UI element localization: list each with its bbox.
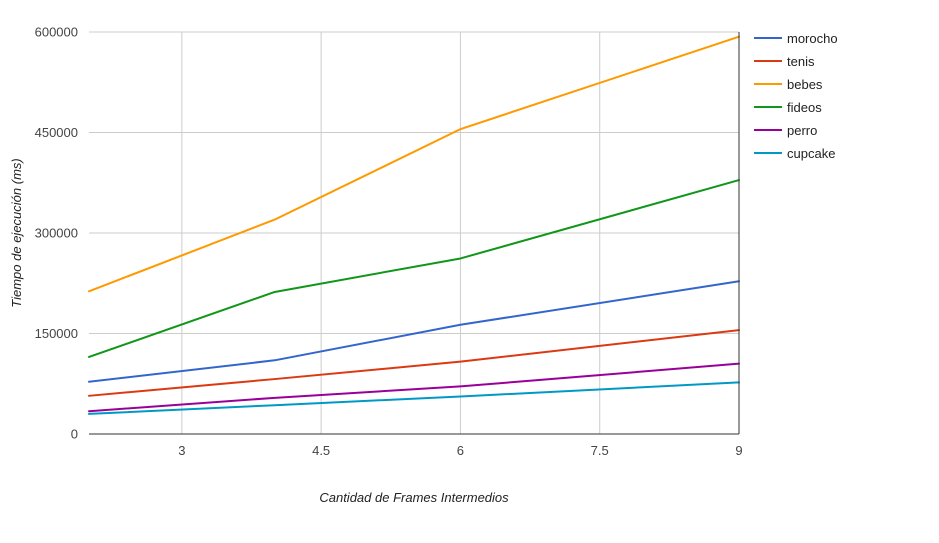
legend-label: morocho [787, 31, 838, 46]
legend-label: perro [787, 123, 817, 138]
legend-item-fideos: fideos [754, 100, 822, 115]
legend-label: cupcake [787, 146, 835, 161]
y-tick-label: 300000 [35, 226, 78, 241]
y-tick-label: 600000 [35, 25, 78, 40]
x-tick-label: 4.5 [312, 443, 330, 458]
plot-series [88, 35, 740, 415]
y-tick-label: 450000 [35, 125, 78, 140]
legend-item-perro: perro [754, 123, 817, 138]
series-line-cupcake [88, 381, 740, 415]
series-line-tenis [88, 329, 740, 397]
y-axis-title: Tiempo de ejecución (ms) [9, 158, 24, 307]
legend-item-bebes: bebes [754, 77, 823, 92]
legend: morocho tenis bebes fideos perro cupcake [754, 31, 838, 161]
series-line-fideos [88, 179, 740, 358]
x-tick-label: 3 [178, 443, 185, 458]
x-axis-title: Cantidad de Frames Intermedios [319, 490, 509, 505]
gridlines [89, 31, 739, 434]
series-line-perro [88, 362, 740, 413]
legend-item-morocho: morocho [754, 31, 838, 46]
y-tick-label: 150000 [35, 326, 78, 341]
x-tick-label: 9 [735, 443, 742, 458]
series-line-morocho [88, 280, 740, 383]
series-line-bebes [88, 35, 740, 293]
legend-label: bebes [787, 77, 823, 92]
legend-label: fideos [787, 100, 822, 115]
legend-item-cupcake: cupcake [754, 146, 835, 161]
y-axis-tick-labels: 0 150000 300000 450000 600000 [35, 25, 78, 442]
x-axis-tick-labels: 3 4.5 6 7.5 9 [178, 443, 742, 458]
axes [89, 32, 740, 435]
legend-item-tenis: tenis [754, 54, 815, 69]
x-tick-label: 6 [457, 443, 464, 458]
y-tick-label: 0 [71, 427, 78, 442]
legend-label: tenis [787, 54, 815, 69]
x-tick-label: 7.5 [591, 443, 609, 458]
